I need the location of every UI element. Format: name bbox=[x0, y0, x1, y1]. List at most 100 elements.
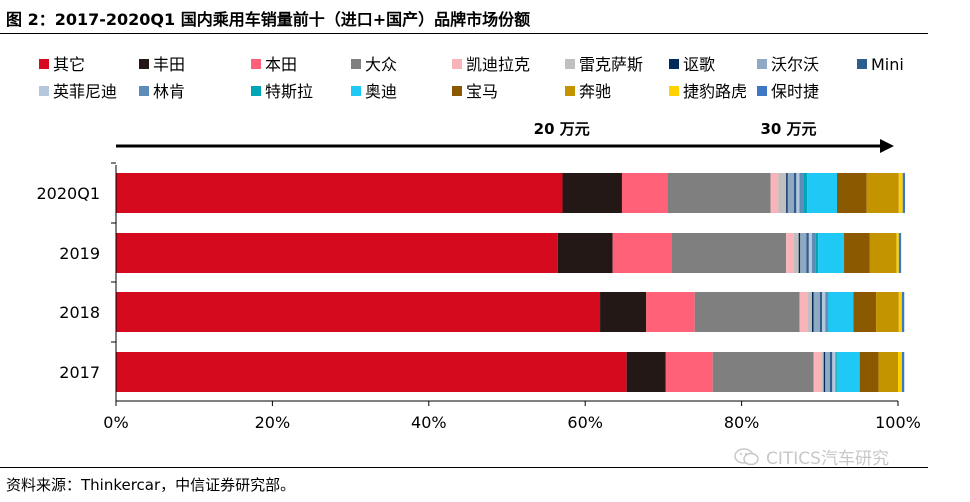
legend-label: 特斯拉 bbox=[265, 82, 313, 101]
bar-segment-凯迪拉克 bbox=[770, 173, 779, 213]
legend-swatch bbox=[39, 59, 49, 69]
legend-swatch bbox=[39, 86, 49, 96]
bar-segment-雷克萨斯 bbox=[793, 233, 799, 273]
bar-segment-沃尔沃 bbox=[825, 352, 830, 392]
y-tick-label: 2017 bbox=[59, 363, 100, 382]
legend-label: 英菲尼迪 bbox=[53, 82, 117, 101]
bar-segment-本田 bbox=[665, 352, 713, 392]
bar-segment-雷克萨斯 bbox=[821, 352, 824, 392]
legend-label: 宝马 bbox=[466, 82, 498, 101]
legend-label: 凯迪拉克 bbox=[466, 55, 530, 74]
bar-segment-英菲尼迪 bbox=[822, 292, 826, 332]
bar-segment-宝马 bbox=[837, 173, 867, 213]
bar-segment-英菲尼迪 bbox=[832, 352, 836, 392]
bar-segment-讴歌 bbox=[823, 352, 826, 392]
bar-segment-林肯 bbox=[799, 173, 804, 213]
bar-segment-保时捷 bbox=[901, 292, 905, 332]
price-annotation: 30 万元 bbox=[760, 120, 816, 138]
bar-segment-讴歌 bbox=[798, 233, 801, 273]
legend-swatch bbox=[351, 59, 361, 69]
bar-segment-雷克萨斯 bbox=[807, 292, 812, 332]
legend-label: 讴歌 bbox=[683, 55, 715, 74]
bar-segment-英菲尼迪 bbox=[808, 233, 812, 273]
bar-segment-Mini bbox=[806, 233, 809, 273]
x-tick-label: 40% bbox=[411, 413, 447, 432]
bar-segment-捷豹路虎 bbox=[898, 173, 903, 213]
bar-segment-Mini bbox=[829, 352, 833, 392]
bar-segment-特斯拉 bbox=[836, 352, 838, 392]
bar-segment-丰田 bbox=[600, 292, 647, 332]
figure-title: 图 2：2017-2020Q1 国内乘用车销量前十（进口+国产）品牌市场份额 bbox=[6, 10, 531, 29]
bar-segment-讴歌 bbox=[811, 292, 814, 332]
legend-swatch bbox=[565, 59, 575, 69]
bar-segment-捷豹路虎 bbox=[898, 352, 902, 392]
bar-stack-2019 bbox=[116, 233, 902, 273]
bar-segment-本田 bbox=[612, 233, 673, 273]
bar-stack-2017 bbox=[116, 352, 905, 392]
x-tick-label: 0% bbox=[103, 413, 128, 432]
bar-segment-捷豹路虎 bbox=[896, 233, 899, 273]
legend-swatch bbox=[452, 59, 462, 69]
y-tick-label: 2018 bbox=[59, 303, 100, 322]
legend-swatch bbox=[251, 59, 261, 69]
bar-segment-Mini bbox=[819, 292, 823, 332]
bar-stack-2020Q1 bbox=[116, 173, 906, 213]
footer: 资料来源：Thinkercar，中信证券研究部。 bbox=[0, 462, 970, 502]
legend-swatch bbox=[565, 86, 575, 96]
bar-segment-林肯 bbox=[811, 233, 816, 273]
bar-segment-英菲尼迪 bbox=[796, 173, 800, 213]
bar-segment-奥迪 bbox=[837, 352, 860, 392]
bar-segment-其它 bbox=[116, 233, 558, 273]
bar-segment-大众 bbox=[667, 173, 771, 213]
bar-segment-奔驰 bbox=[876, 292, 899, 332]
legend-swatch bbox=[351, 86, 361, 96]
bar-segment-讴歌 bbox=[786, 173, 788, 213]
bar-segment-奔驰 bbox=[866, 173, 899, 213]
title-divider bbox=[0, 33, 928, 34]
price-annotation: 20 万元 bbox=[534, 120, 590, 138]
x-tick-label: 60% bbox=[567, 413, 603, 432]
bar-segment-凯迪拉克 bbox=[786, 233, 794, 273]
legend-swatch bbox=[757, 86, 767, 96]
legend-label: 丰田 bbox=[153, 55, 185, 74]
bar-segment-沃尔沃 bbox=[787, 173, 794, 213]
legend-label: Mini bbox=[871, 55, 904, 74]
legend-swatch bbox=[139, 86, 149, 96]
bar-segment-大众 bbox=[672, 233, 787, 273]
bar-segment-本田 bbox=[621, 173, 668, 213]
bar-segment-奔驰 bbox=[869, 233, 897, 273]
legend-label: 雷克萨斯 bbox=[579, 55, 643, 74]
legend-label: 其它 bbox=[53, 55, 85, 74]
legend-label: 保时捷 bbox=[771, 82, 819, 101]
legend-label: 沃尔沃 bbox=[771, 55, 819, 74]
bar-segment-其它 bbox=[116, 173, 563, 213]
legend-label: 奔驰 bbox=[579, 82, 611, 101]
bar-segment-保时捷 bbox=[901, 352, 905, 392]
price-arrow-head bbox=[880, 139, 894, 153]
footer-divider bbox=[0, 467, 928, 468]
bar-segment-奥迪 bbox=[828, 292, 854, 332]
bar-segment-林肯 bbox=[835, 352, 837, 392]
bar-stack-2018 bbox=[116, 292, 905, 332]
bar-segment-奥迪 bbox=[818, 233, 845, 273]
bar-segment-大众 bbox=[712, 352, 814, 392]
legend-label: 本田 bbox=[265, 55, 297, 74]
legend: 其它 丰田 本田 大众 凯迪拉克 雷克萨斯 讴歌 沃尔沃 Mini 英菲尼迪 林肯 特斯拉 奥迪 宝马 奔驰… bbox=[39, 55, 904, 101]
bar-segment-特斯拉 bbox=[803, 173, 808, 213]
legend-label: 捷豹路虎 bbox=[683, 82, 747, 101]
bar-segment-丰田 bbox=[562, 173, 622, 213]
bar-segment-保时捷 bbox=[898, 233, 902, 273]
bar-segment-本田 bbox=[646, 292, 695, 332]
bar-segment-沃尔沃 bbox=[800, 233, 807, 273]
bar-segment-保时捷 bbox=[902, 173, 906, 213]
y-tick-label: 2019 bbox=[59, 244, 100, 263]
legend-label: 林肯 bbox=[153, 82, 185, 101]
x-tick-label: 80% bbox=[724, 413, 760, 432]
source-note: 资料来源：Thinkercar，中信证券研究部。 bbox=[6, 476, 296, 494]
bar-segment-特斯拉 bbox=[827, 292, 829, 332]
bar-segment-其它 bbox=[116, 292, 601, 332]
legend-swatch bbox=[669, 59, 679, 69]
watermark-text: CITICS汽车研究 bbox=[766, 449, 889, 469]
bar-segment-宝马 bbox=[853, 292, 877, 332]
legend-swatch bbox=[452, 86, 462, 96]
